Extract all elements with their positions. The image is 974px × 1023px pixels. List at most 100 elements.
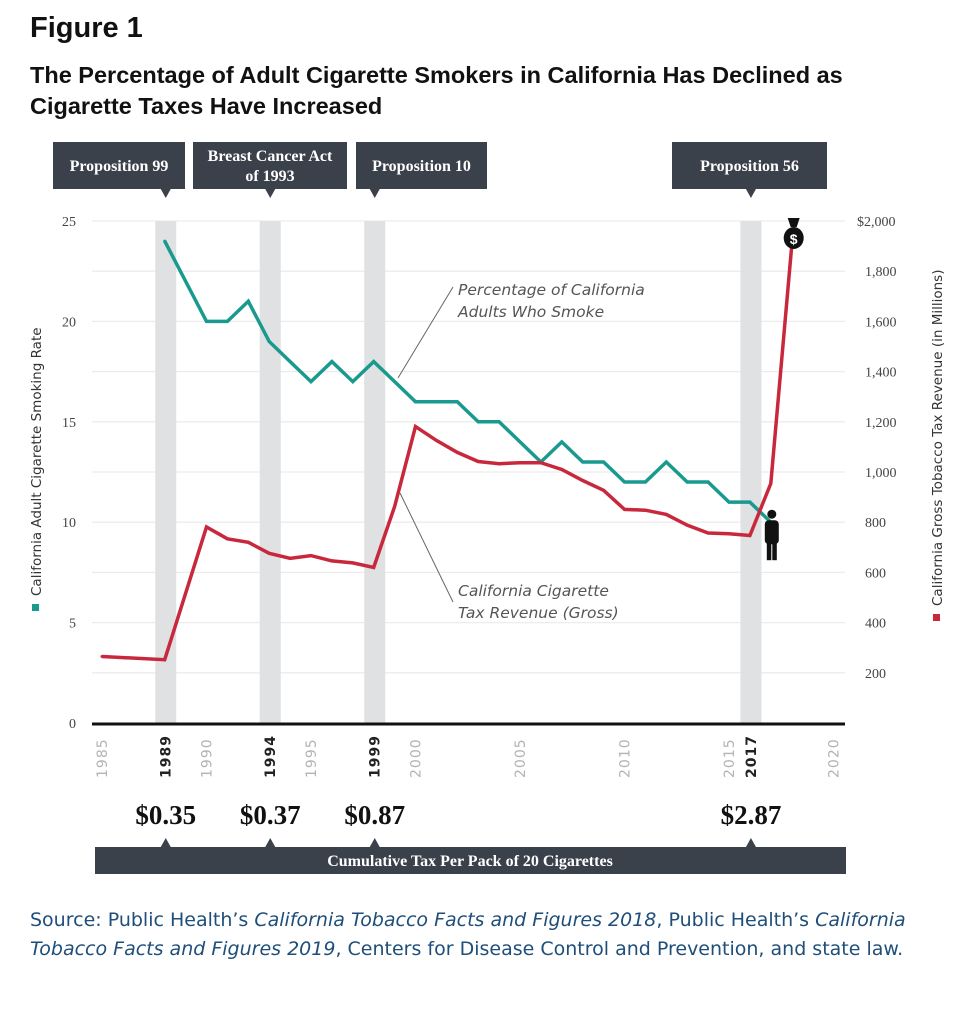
- tax-per-pack-value: $2.87: [721, 800, 782, 830]
- smoking-rate-point: [727, 500, 731, 504]
- tax-bar-label: Cumulative Tax Per Pack of 20 Cigarettes: [327, 853, 613, 870]
- revenue-annotation: California Cigarette: [458, 582, 609, 600]
- tax-bar-pointer: [745, 838, 756, 847]
- source-suffix: , Centers for Disease Control and Preven…: [335, 938, 904, 960]
- x-tick-label: 1994: [263, 735, 279, 778]
- y-right-tick-label: $2,000: [857, 215, 896, 230]
- tax-revenue-point: [602, 488, 606, 492]
- smoking-rate-point: [267, 339, 271, 343]
- event-callout: [193, 142, 347, 189]
- tax-revenue-point: [205, 525, 208, 529]
- x-tick-label: 2010: [618, 738, 634, 778]
- y-left-tick-label: 25: [62, 215, 76, 230]
- tax-per-pack-value: $0.37: [240, 800, 301, 830]
- tax-revenue-point: [330, 559, 334, 563]
- y-left-tick-label: 15: [62, 416, 76, 431]
- smoking-rate-point: [455, 400, 459, 404]
- smoking-rate-point: [706, 480, 710, 484]
- smoking-rate-point: [581, 460, 585, 464]
- smoking-annotation: Percentage of California: [458, 281, 645, 299]
- svg-text:$: $: [790, 231, 798, 247]
- event-callout-pointer: [160, 189, 171, 198]
- tax-revenue-point: [664, 512, 668, 516]
- smoking-rate-point: [225, 319, 229, 323]
- smoking-rate-point: [664, 460, 668, 464]
- revenue-annotation: Tax Revenue (Gross): [458, 604, 619, 622]
- tax-revenue-point: [518, 461, 522, 465]
- y-right-tick-label: 800: [865, 516, 886, 531]
- x-tick-label: 2020: [827, 738, 843, 778]
- y-left-tick-label: 20: [62, 315, 76, 330]
- tax-revenue-point: [246, 540, 250, 544]
- x-tick-label: 2000: [409, 738, 425, 778]
- x-tick-label: 1995: [304, 738, 320, 778]
- smoking-annotation-leader: [397, 286, 454, 379]
- y-right-tick-label: 1,000: [865, 466, 897, 481]
- tax-revenue-point: [539, 461, 543, 465]
- event-callout-pointer: [745, 189, 756, 198]
- event-callout-pointer: [369, 189, 380, 198]
- smoking-rate-point: [560, 440, 564, 444]
- tax-revenue-point: [623, 507, 626, 511]
- tax-per-pack-value: $0.35: [135, 800, 196, 830]
- smoking-rate-point: [288, 360, 292, 364]
- event-band: [740, 221, 762, 723]
- y-right-tick-label: 1,400: [865, 366, 897, 381]
- tax-revenue-point: [163, 658, 167, 662]
- smoking-rate-point: [602, 460, 606, 464]
- y-right-tick-label: 600: [865, 566, 886, 581]
- person-icon: [764, 509, 779, 561]
- smoking-rate-point: [414, 400, 417, 404]
- smoking-rate-point: [623, 480, 626, 484]
- smoking-rate-point: [246, 299, 250, 303]
- y-right-tick-label: 1,600: [865, 315, 897, 330]
- smoking-rate-point: [330, 360, 334, 364]
- tax-revenue-point: [414, 425, 417, 429]
- tax-revenue-point: [685, 523, 689, 527]
- tax-revenue-point: [476, 459, 480, 463]
- tax-per-pack-value: $0.87: [344, 800, 405, 830]
- smoking-rate-point: [518, 440, 522, 444]
- y-left-tick-label: 0: [69, 717, 76, 732]
- smoking-rate-point: [205, 319, 208, 323]
- smoking-rate-point: [351, 380, 355, 384]
- source-note: Source: Public Health’s California Tobac…: [30, 906, 940, 964]
- money-bag-icon: $: [783, 218, 804, 249]
- x-tick-label: 2017: [744, 735, 760, 778]
- event-callout: [672, 142, 827, 189]
- revenue-legend-swatch: [933, 614, 940, 621]
- tax-bar-pointer: [265, 838, 276, 847]
- smoking-rate-point: [309, 380, 313, 384]
- y-right-tick-label: 200: [865, 667, 886, 682]
- tax-revenue-point: [288, 556, 292, 560]
- y-left-tick-label: 5: [69, 617, 76, 632]
- y-right-tick-label: 400: [865, 617, 886, 632]
- tax-revenue-point: [309, 554, 313, 558]
- y-right-tick-label: 1,800: [865, 265, 897, 280]
- source-prefix: Source: Public Health’s: [30, 909, 255, 931]
- smoking-rate-point: [497, 420, 501, 424]
- smoking-legend-swatch: [32, 604, 39, 611]
- y-left-axis-title: California Adult Cigarette Smoking Rate: [29, 327, 45, 596]
- smoking-rate-point: [643, 480, 647, 484]
- tax-revenue-point: [769, 482, 773, 486]
- tax-bar: [95, 847, 846, 874]
- smoking-rate-point: [434, 400, 438, 404]
- smoking-rate-point: [372, 360, 376, 364]
- event-band: [364, 221, 386, 723]
- tax-revenue-point: [434, 438, 438, 442]
- event-label: Breast Cancer Act of 1993: [208, 148, 333, 185]
- tax-revenue-point: [100, 654, 104, 658]
- tax-revenue-point: [267, 551, 271, 555]
- x-tick-label: 1985: [95, 738, 111, 778]
- smoking-rate-point: [748, 500, 752, 504]
- smoking-rate-point: [163, 239, 167, 243]
- figure-label: Figure 1: [30, 12, 143, 44]
- tax-revenue-point: [351, 561, 355, 565]
- tax-revenue-point: [455, 450, 459, 454]
- event-band: [259, 221, 281, 723]
- tax-bar-pointer: [369, 838, 380, 847]
- y-right-tick-label: 1,200: [865, 416, 897, 431]
- tax-revenue-point: [581, 479, 585, 483]
